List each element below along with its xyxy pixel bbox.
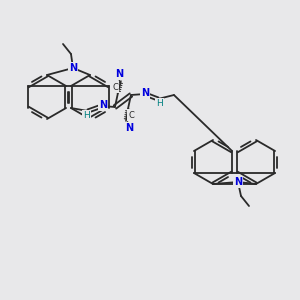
Text: H: H <box>84 112 90 121</box>
Text: C: C <box>112 82 118 91</box>
Text: N: N <box>234 177 242 187</box>
Text: N: N <box>99 100 107 110</box>
Text: C: C <box>128 110 134 119</box>
Text: N: N <box>115 69 123 79</box>
Text: N: N <box>141 88 149 98</box>
Text: N: N <box>69 63 77 73</box>
Text: H: H <box>157 100 163 109</box>
Text: N: N <box>125 123 133 133</box>
